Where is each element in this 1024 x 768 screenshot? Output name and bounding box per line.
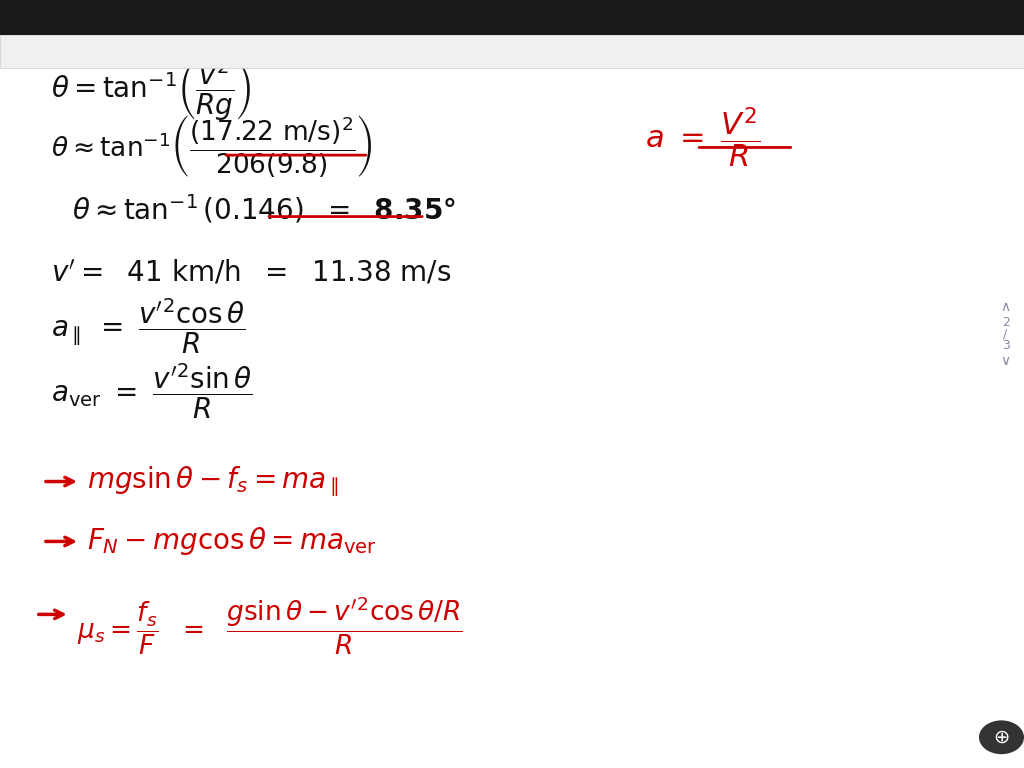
Text: ⬆: ⬆: [60, 44, 73, 59]
Text: ∧: ∧: [1000, 300, 1011, 314]
Text: <: <: [17, 42, 34, 61]
Text: $a_{\parallel}\ =\ \dfrac{v'^2\cos\theta}{R}$: $a_{\parallel}\ =\ \dfrac{v'^2\cos\theta…: [51, 296, 246, 356]
Text: ∨: ∨: [1000, 354, 1011, 368]
Text: /: /: [1004, 328, 1008, 340]
Text: T: T: [387, 41, 401, 61]
Text: ✏: ✏: [428, 42, 442, 61]
Text: ⊡: ⊡: [991, 42, 1006, 61]
Text: $v' =\ \ 41\ \mathrm{km/h}\ \ =\ \ 11.38\ \mathrm{m/s}$: $v' =\ \ 41\ \mathrm{km/h}\ \ =\ \ 11.38…: [51, 259, 452, 286]
Text: $F_N - mg\cos\theta = ma_{\mathrm{ver}}$: $F_N - mg\cos\theta = ma_{\mathrm{ver}}$: [87, 525, 377, 558]
Text: $a\ =\ \dfrac{V^2}{R}$: $a\ =\ \dfrac{V^2}{R}$: [645, 106, 761, 170]
Text: ✎: ✎: [464, 42, 478, 61]
Text: 🔗: 🔗: [616, 44, 625, 59]
Text: ◇: ◇: [503, 42, 515, 61]
Text: $\theta = \tan^{-1}\!\left(\dfrac{v^2}{Rg}\right)$: $\theta = \tan^{-1}\!\left(\dfrac{v^2}{R…: [51, 58, 252, 124]
Text: $\theta \approx \tan^{-1}(0.146)\ \ =\ \ \mathbf{8.35°}$: $\theta \approx \tan^{-1}(0.146)\ \ =\ \…: [72, 193, 456, 225]
Text: 39%: 39%: [961, 14, 988, 26]
Text: Q: Q: [541, 42, 555, 61]
Text: Thu Jan 6: Thu Jan 6: [72, 13, 136, 27]
Text: ↺: ↺: [222, 42, 239, 61]
Text: ℬ: ℬ: [577, 42, 591, 61]
Text: 3: 3: [1001, 339, 1010, 352]
Text: ⊕: ⊕: [993, 728, 1010, 746]
Text: $\mu_s = \dfrac{f_s}{F}\ \ =\ \ \dfrac{g\sin\theta - v'^2\cos\theta/R}{\quad R \: $\mu_s = \dfrac{f_s}{F}\ \ =\ \ \dfrac{g…: [77, 594, 463, 657]
Text: $mg\sin\theta - f_s = ma_{\parallel}$: $mg\sin\theta - f_s = ma_{\parallel}$: [87, 464, 339, 499]
Text: $\theta \approx \tan^{-1}\!\left(\dfrac{(17.22\ \mathrm{m/s})^2}{206(9.8)}\right: $\theta \approx \tan^{-1}\!\left(\dfrac{…: [51, 113, 373, 179]
Text: +: +: [918, 41, 936, 61]
Text: 2: 2: [1001, 316, 1010, 329]
Text: ⋮: ⋮: [951, 41, 974, 61]
Text: 🎤: 🎤: [753, 42, 763, 61]
Circle shape: [979, 720, 1024, 754]
Text: 8:55 AM: 8:55 AM: [15, 13, 80, 27]
Text: $a_{\mathrm{ver}}\ =\ \dfrac{v'^2\sin\theta}{R}$: $a_{\mathrm{ver}}\ =\ \dfrac{v'^2\sin\th…: [51, 362, 253, 422]
